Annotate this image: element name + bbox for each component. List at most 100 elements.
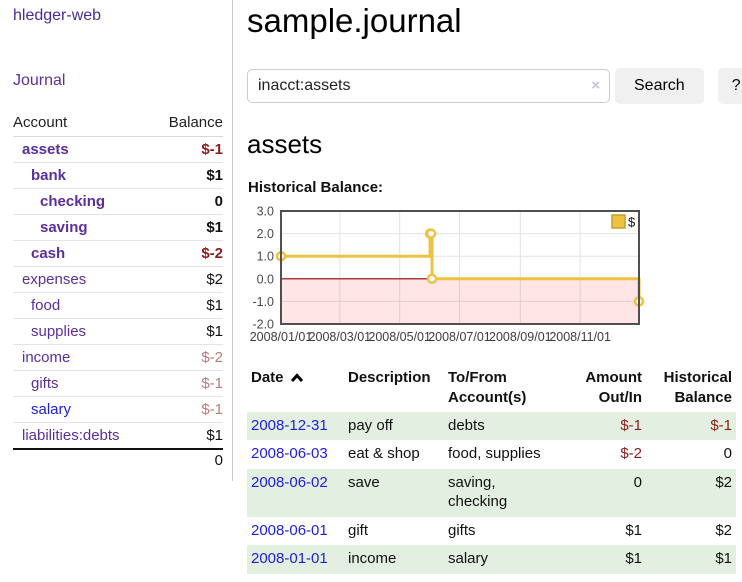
account-row: food $1 xyxy=(13,292,223,319)
register-col-tofrom[interactable]: To/From Account(s) xyxy=(444,365,559,412)
account-name-cell: salary xyxy=(13,396,153,423)
accounts-header-balance: Balance xyxy=(152,110,223,137)
register-date-cell: 2008-06-02 xyxy=(247,469,344,517)
account-link-expenses[interactable]: expenses xyxy=(22,271,87,288)
account-row: liabilities:debts $1 xyxy=(13,422,223,450)
register-row: 2008-12-31 pay off debts $-1 $-1 xyxy=(247,411,736,441)
account-name-cell: cash xyxy=(13,240,153,267)
page-title: sample.journal xyxy=(247,2,462,39)
account-link-liabilities-debts[interactable]: liabilities:debts xyxy=(22,427,120,444)
account-link-saving[interactable]: saving xyxy=(40,219,88,236)
account-link-salary[interactable]: salary xyxy=(31,401,72,418)
register-date-cell: 2008-06-03 xyxy=(247,440,344,469)
register-header-row: Date Description To/From Account(s) Amount … xyxy=(247,365,736,412)
account-row: bank $1 xyxy=(13,162,223,189)
account-link-bank[interactable]: bank xyxy=(31,167,67,184)
register-description: gift xyxy=(348,521,369,539)
account-name-cell: gifts xyxy=(13,370,153,397)
svg-text:2008/05/01: 2008/05/01 xyxy=(368,330,431,344)
account-balance: $-2 xyxy=(152,344,223,371)
register-date-link[interactable]: 2008-06-02 xyxy=(251,474,328,491)
register-amount: $-2 xyxy=(620,445,642,463)
register-date-link[interactable]: 2008-12-31 xyxy=(251,416,328,434)
search-button[interactable]: Search xyxy=(615,68,704,104)
account-name-cell: liabilities:debts xyxy=(13,422,153,450)
account-row: gifts $-1 xyxy=(13,370,223,397)
svg-text:2008/11/01: 2008/11/01 xyxy=(549,330,611,344)
register-date-link[interactable]: 2008-06-01 xyxy=(251,521,328,539)
sidebar: hledger-web Journal Account Balance asse… xyxy=(0,0,233,481)
account-link-assets[interactable]: assets xyxy=(22,141,69,158)
register-balance: $1 xyxy=(646,545,736,574)
help-button[interactable]: ? xyxy=(717,68,742,104)
account-balance: $1 xyxy=(152,318,223,345)
account-link-gifts[interactable]: gifts xyxy=(31,375,59,392)
account-balance: $1 xyxy=(152,292,223,319)
register-balance: $2 xyxy=(646,469,736,517)
svg-text:2.0: 2.0 xyxy=(257,227,274,241)
sidebar-item-journal[interactable]: Journal xyxy=(13,72,66,89)
account-link-food[interactable]: food xyxy=(31,297,61,314)
register-description: income xyxy=(344,545,444,574)
account-link-checking[interactable]: checking xyxy=(40,193,106,210)
register-col-label: Historical Balance xyxy=(663,369,732,407)
chart-legend: $ xyxy=(611,214,636,230)
clear-search-icon[interactable]: × xyxy=(591,77,600,94)
account-link-cash[interactable]: cash xyxy=(31,245,66,262)
account-row: saving $1 xyxy=(13,214,223,241)
svg-text:-1.0: -1.0 xyxy=(252,295,274,309)
register-accounts: saving, checking xyxy=(444,469,559,517)
account-balance: $-2 xyxy=(152,240,223,267)
account-title: assets xyxy=(247,129,323,159)
svg-text:3.0: 3.0 xyxy=(257,205,274,219)
main-content: sample.journal × Search ? assets Histori… xyxy=(233,0,742,574)
account-row: salary $-1 xyxy=(13,396,223,423)
register-date-link[interactable]: 2008-06-03 xyxy=(251,445,328,463)
account-row: checking 0 xyxy=(13,188,223,215)
register-amount: $1 xyxy=(559,545,646,574)
account-name-cell: bank xyxy=(13,162,153,189)
register-accounts: gifts xyxy=(448,521,476,539)
account-link-supplies[interactable]: supplies xyxy=(31,323,87,340)
account-name-cell: checking xyxy=(13,188,153,215)
account-link-income[interactable]: income xyxy=(22,349,71,366)
historical-balance-chart: $3.0 2.0 1.0 0.0 -1.0 -2.02008/01/012008/03/0… xyxy=(250,205,645,344)
register-accounts: food, supplies xyxy=(448,445,541,463)
account-row: expenses $2 xyxy=(13,266,223,293)
svg-text:1.0: 1.0 xyxy=(257,250,274,264)
register-row: 2008-01-01 income salary $1 $1 xyxy=(247,545,736,574)
search-bar: × Search ? xyxy=(247,68,742,104)
account-balance: $1 xyxy=(152,422,223,450)
account-balance: $1 xyxy=(152,214,223,241)
svg-text:2008/07/01: 2008/07/01 xyxy=(428,330,491,344)
account-row: supplies $1 xyxy=(13,318,223,345)
account-name-cell: food xyxy=(13,292,153,319)
register-row: 2008-06-03 eat & shop food, supplies $-2 0 xyxy=(247,440,736,469)
search-input-wrap: × xyxy=(247,69,610,103)
account-name-cell: supplies xyxy=(13,318,153,345)
register-description: pay off xyxy=(344,411,444,441)
svg-text:$: $ xyxy=(628,215,636,230)
brand-link[interactable]: hledger-web xyxy=(13,7,102,24)
register-accounts: salary xyxy=(444,545,559,574)
account-row: cash $-2 xyxy=(13,240,223,267)
register-col-date[interactable]: Date xyxy=(247,365,344,412)
register-col-description[interactable]: Description xyxy=(344,365,444,412)
register-row: 2008-06-02 save saving, checking 0 $2 xyxy=(247,469,736,517)
register-accounts: debts xyxy=(444,411,559,441)
register-col-label: Description xyxy=(348,369,431,386)
register-table: Date Description To/From Account(s) Amount … xyxy=(247,365,736,574)
register-description: eat & shop xyxy=(348,445,420,463)
register-col-amount[interactable]: Amount Out/In xyxy=(559,365,646,412)
register-date-cell: 2008-01-01 xyxy=(247,545,344,574)
register-col-historical[interactable]: Historical Balance xyxy=(646,365,736,412)
sort-ascending-icon xyxy=(290,373,303,383)
register-date-link[interactable]: 2008-01-01 xyxy=(251,550,328,568)
svg-text:2008/01/01: 2008/01/01 xyxy=(250,330,313,344)
account-balance: $-1 xyxy=(152,370,223,397)
account-name-cell: saving xyxy=(13,214,153,241)
search-input[interactable] xyxy=(247,69,610,103)
register-amount: $-1 xyxy=(559,411,646,441)
register-col-label: Amount Out/In xyxy=(585,369,642,407)
